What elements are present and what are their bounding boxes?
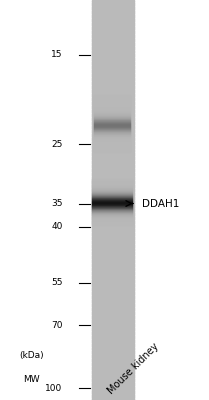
Text: 55: 55 (51, 278, 63, 288)
Text: 40: 40 (51, 222, 63, 232)
Text: MW: MW (23, 374, 40, 384)
Text: 100: 100 (45, 384, 63, 393)
Text: 70: 70 (51, 321, 63, 330)
Text: (kDa): (kDa) (19, 351, 44, 360)
Text: 25: 25 (51, 140, 63, 149)
Text: DDAH1: DDAH1 (142, 198, 180, 208)
Text: 35: 35 (51, 199, 63, 208)
Text: Mouse kidney: Mouse kidney (106, 342, 161, 396)
Text: 15: 15 (51, 50, 63, 59)
